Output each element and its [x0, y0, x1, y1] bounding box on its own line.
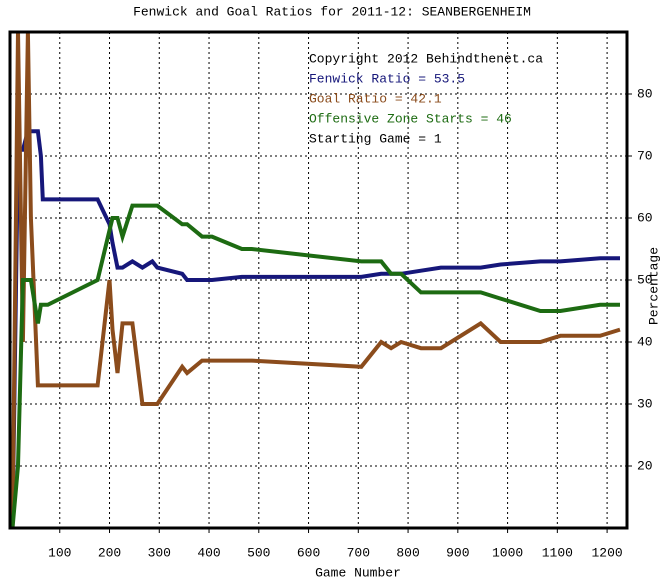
- y-axis-label: Percentage: [646, 247, 661, 325]
- plot-lines: [10, 32, 621, 528]
- chart-title: Fenwick and Goal Ratios for 2011-12: SEA…: [133, 4, 531, 19]
- series-line: [10, 203, 620, 528]
- x-tick-label: 100: [48, 545, 71, 560]
- x-tick-label: 700: [347, 545, 370, 560]
- x-tick-label: 400: [197, 545, 220, 560]
- x-tick-label: 500: [247, 545, 270, 560]
- y-tick-label: 80: [637, 86, 653, 101]
- plot-background: [10, 32, 627, 528]
- x-tick-label: 300: [148, 545, 171, 560]
- plot-frame: [8, 30, 629, 530]
- annotation: Offensive Zone Starts = 46: [309, 111, 512, 126]
- series-line: [10, 129, 620, 528]
- annotation: Fenwick Ratio = 53.5: [309, 71, 465, 86]
- x-tick-label: 900: [446, 545, 469, 560]
- y-tick-label: 40: [637, 334, 653, 349]
- x-tick-label: 800: [396, 545, 419, 560]
- x-tick-label: 1200: [591, 545, 622, 560]
- annotation: Starting Game = 1: [309, 131, 442, 146]
- annotation: Copyright 2012 Behindthenet.ca: [309, 51, 543, 66]
- annotation: Goal Ratio = 42.1: [309, 91, 442, 106]
- x-tick-label: 200: [98, 545, 121, 560]
- series-line: [10, 32, 621, 528]
- x-tick-label: 1000: [492, 545, 523, 560]
- x-axis-label: Game Number: [315, 565, 401, 580]
- y-tick-label: 30: [637, 396, 653, 411]
- y-tick-label: 70: [637, 148, 653, 163]
- y-tick-label: 20: [637, 458, 653, 473]
- y-tick-label: 60: [637, 210, 653, 225]
- y-tick-label: 50: [637, 272, 653, 287]
- x-tick-label: 600: [297, 545, 320, 560]
- x-tick-label: 1100: [542, 545, 573, 560]
